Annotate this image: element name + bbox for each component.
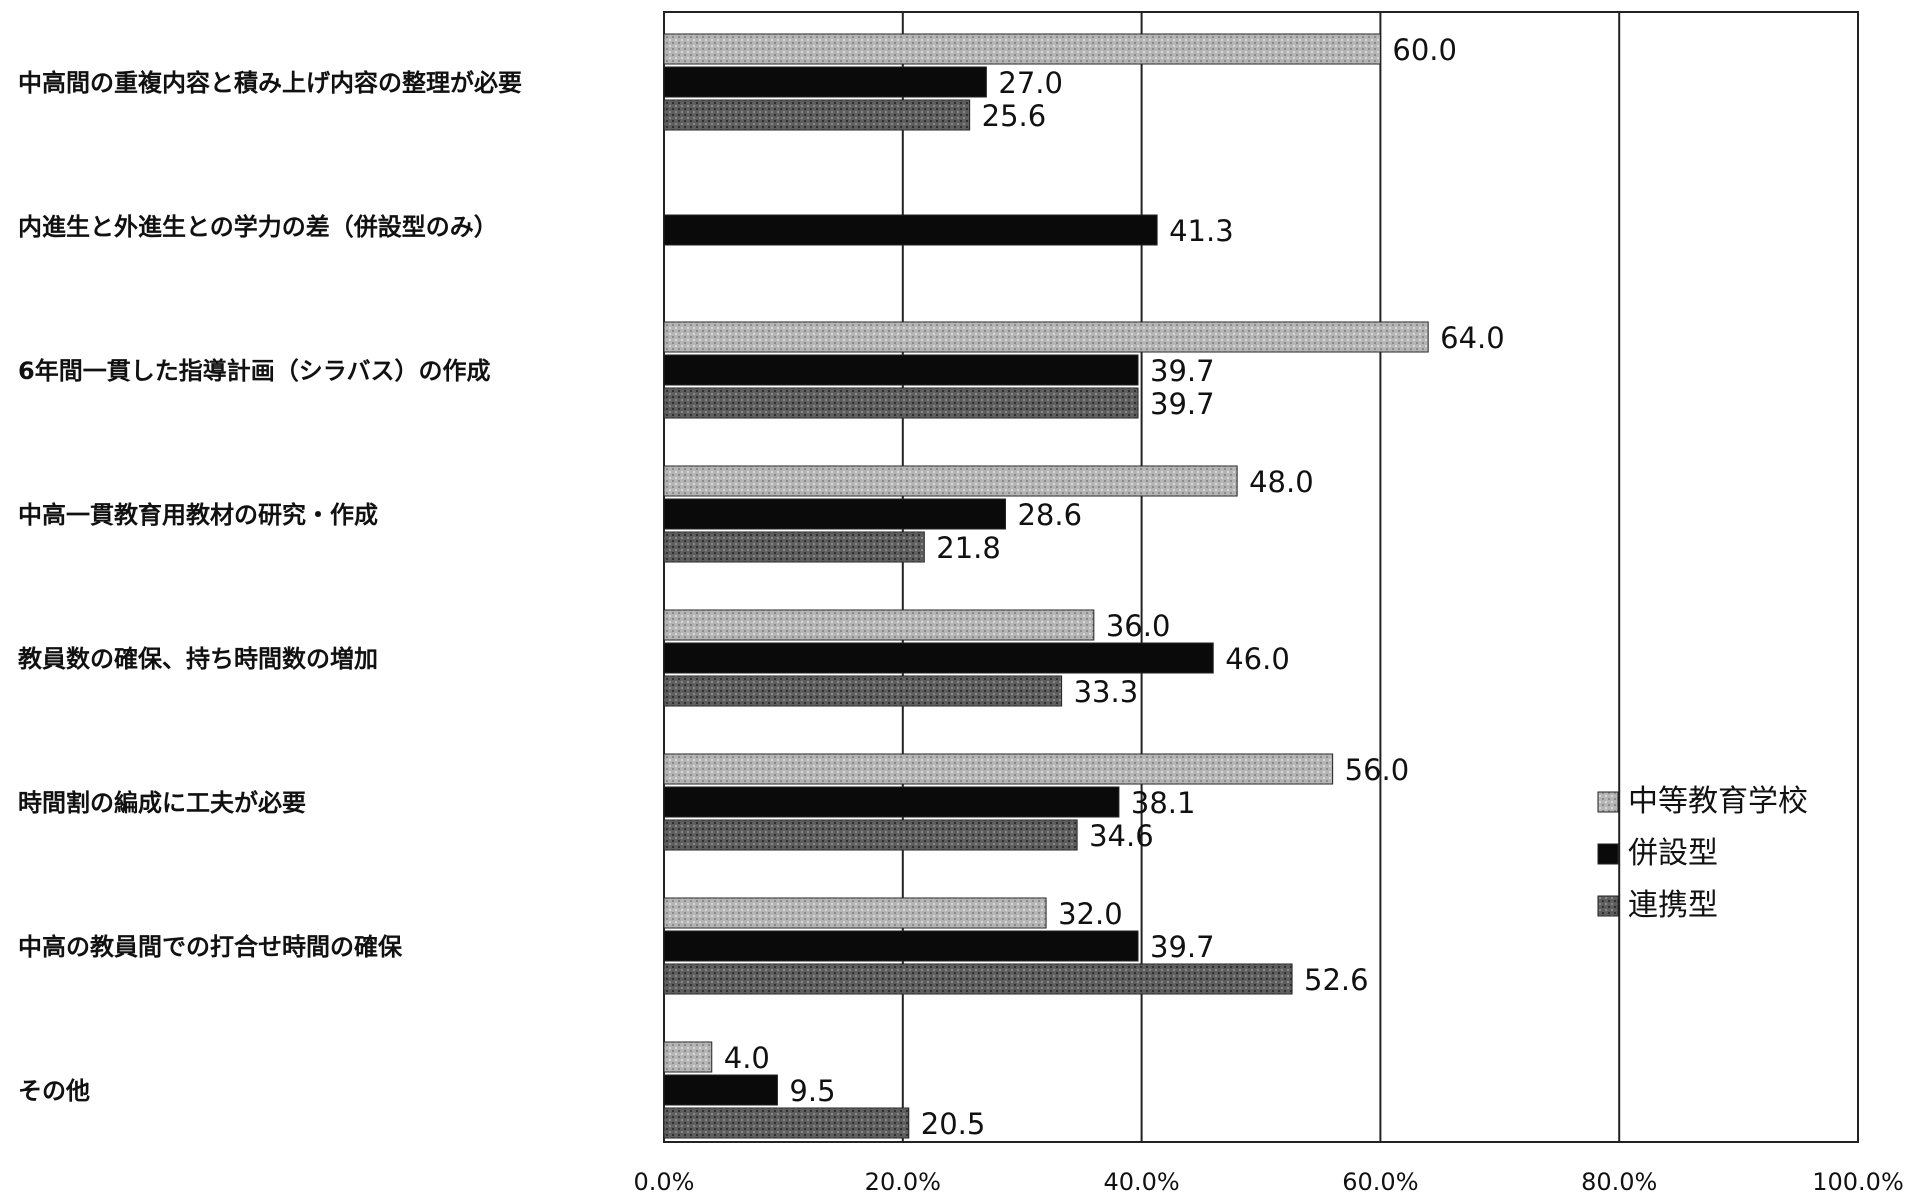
value-label: 60.0: [1392, 33, 1457, 67]
value-label: 33.3: [1074, 675, 1139, 709]
value-label: 39.7: [1150, 387, 1215, 421]
x-tick-label: 20.0%: [865, 1168, 941, 1196]
bar-1: [663, 753, 1334, 785]
value-label: 46.0: [1225, 642, 1290, 676]
bar-2: [663, 354, 1139, 386]
value-label: 38.1: [1131, 786, 1196, 820]
bar-1: [663, 1041, 713, 1073]
legend-swatch: [1597, 791, 1619, 813]
category-label: 時間割の編成に工夫が必要: [18, 789, 306, 817]
value-label: 36.0: [1106, 609, 1171, 643]
x-tick-label: 40.0%: [1103, 1168, 1179, 1196]
category-label: 中高の教員間での打合せ時間の確保: [18, 933, 403, 961]
bar-3: [663, 387, 1139, 419]
x-tick-label: 80.0%: [1581, 1168, 1657, 1196]
bar-2: [663, 66, 987, 98]
bar-1: [663, 609, 1095, 641]
value-label: 9.5: [789, 1074, 835, 1108]
bar-3: [663, 99, 971, 131]
value-label: 4.0: [724, 1041, 770, 1075]
bar-3: [663, 1107, 910, 1139]
value-labels: 60.027.025.641.364.039.739.748.028.621.8…: [724, 33, 1505, 1141]
legend-label: 併設型: [1628, 836, 1718, 871]
value-label: 32.0: [1058, 897, 1123, 931]
value-label: 48.0: [1249, 465, 1314, 499]
bar-2: [663, 930, 1139, 962]
bar-3: [663, 963, 1293, 995]
value-label: 56.0: [1345, 753, 1410, 787]
bar-2: [663, 1074, 778, 1106]
value-label: 52.6: [1304, 963, 1369, 997]
category-labels: 中高間の重複内容と積み上げ内容の整理が必要内進生と外進生との学力の差（併設型のみ…: [18, 69, 522, 1105]
legend-label: 連携型: [1628, 888, 1718, 923]
value-label: 39.7: [1150, 354, 1215, 388]
bar-1: [663, 321, 1429, 353]
bar-3: [663, 675, 1063, 707]
bar-1: [663, 465, 1238, 497]
category-label: 教員数の確保、持ち時間数の増加: [18, 645, 378, 673]
value-label: 41.3: [1169, 214, 1234, 248]
value-label: 20.5: [921, 1107, 986, 1141]
category-label: 中高一貫教育用教材の研究・作成: [18, 501, 378, 529]
bar-2: [663, 642, 1214, 674]
value-label: 64.0: [1440, 321, 1505, 355]
legend-swatch: [1597, 843, 1619, 865]
category-label: その他: [18, 1077, 90, 1105]
x-tick-label: 100.0%: [1812, 1168, 1904, 1196]
bars: [663, 33, 1429, 1139]
value-label: 39.7: [1150, 930, 1215, 964]
bar-1: [663, 897, 1047, 929]
bar-2: [663, 214, 1158, 246]
category-label: 中高間の重複内容と積み上げ内容の整理が必要: [18, 69, 522, 97]
value-label: 21.8: [936, 531, 1001, 565]
value-label: 27.0: [998, 66, 1063, 100]
category-label: 6年間一貫した指導計画（シラバス）の作成: [18, 357, 490, 385]
category-label: 内進生と外進生との学力の差（併設型のみ）: [18, 213, 498, 241]
x-tick-label: 60.0%: [1342, 1168, 1418, 1196]
x-tick-label: 0.0%: [634, 1168, 695, 1196]
value-label: 25.6: [982, 99, 1047, 133]
bar-3: [663, 819, 1078, 851]
legend-swatch: [1597, 895, 1619, 917]
legend-label: 中等教育学校: [1628, 784, 1808, 819]
bar-2: [663, 498, 1006, 530]
x-axis-ticks: 0.0% 20.0% 40.0% 60.0% 80.0% 100.0%: [634, 1168, 1904, 1196]
bar-2: [663, 786, 1120, 818]
bar-1: [663, 33, 1381, 65]
value-label: 28.6: [1017, 498, 1082, 532]
bar-3: [663, 531, 925, 563]
value-label: 34.6: [1089, 819, 1154, 853]
